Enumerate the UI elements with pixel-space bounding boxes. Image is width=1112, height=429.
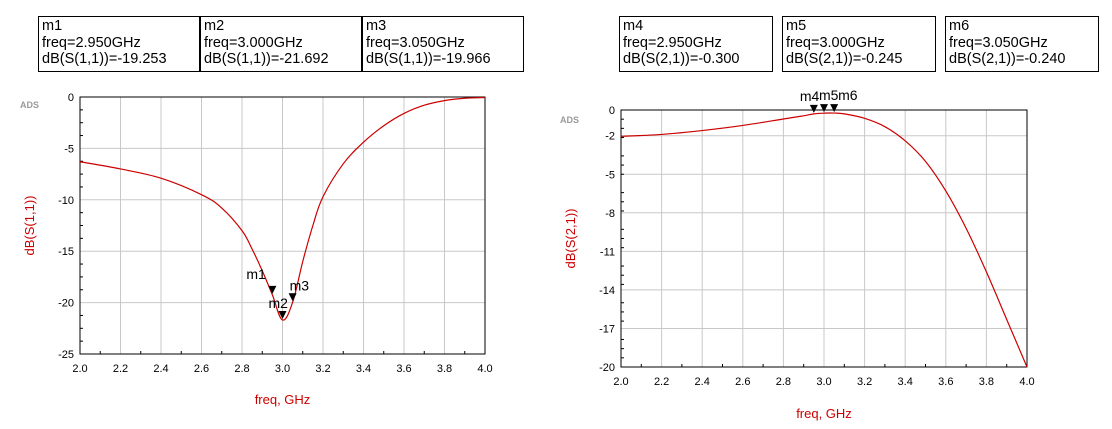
marker-name: m2 [204, 18, 225, 34]
marker-box-m6: m6 freq=3.050GHz dB(S(2,1))=-0.240 [945, 16, 1099, 72]
y-tick-label: -14 [599, 285, 615, 297]
y-tick-label: -17 [599, 323, 615, 335]
marker-value: dB(S(1,1))=-19.253 [42, 51, 167, 67]
marker-m2 [278, 310, 287, 319]
x-axis-label: freq, GHz [255, 392, 311, 407]
marker-label: m4 [800, 88, 820, 104]
marker-m6 [830, 104, 839, 113]
x-tick-label: 2.6 [735, 376, 750, 388]
marker-box-m3: m3 freq=3.050GHz dB(S(1,1))=-19.966 [362, 16, 524, 72]
y-tick-label: -5 [64, 143, 74, 155]
chart-1: 2.0 2.2 2.4 2.6 2.8 3.0 3.2 3.4 3.6 3.8 4.0 0 -5 -10 -… [20, 92, 493, 407]
marker-box-m2: m2 freq=3.000GHz dB(S(1,1))=-21.692 [200, 16, 362, 72]
x-tick-label: 3.0 [275, 363, 290, 375]
data-line [620, 112, 1028, 368]
x-tick-label: 3.8 [979, 376, 994, 388]
marker-value: dB(S(1,1))=-21.692 [204, 51, 329, 67]
ads-watermark: ADS [20, 100, 39, 110]
marker-freq: freq=3.000GHz [786, 34, 885, 51]
x-tick-label: 2.4 [153, 363, 168, 375]
y-tick-label: -10 [58, 195, 74, 207]
x-tick-label: 3.0 [816, 376, 831, 388]
marker-freq: freq=2.950GHz [623, 34, 722, 51]
x-tick-label: 3.4 [898, 376, 913, 388]
x-tick-label: 4.0 [477, 363, 492, 375]
y-tick-label: -15 [58, 246, 74, 258]
marker-label: m5 [819, 87, 839, 103]
marker-box-m5: m5 freq=3.000GHz dB(S(2,1))=-0.245 [782, 16, 936, 72]
y-tick-label: -8 [605, 208, 615, 220]
x-tick-label: 3.4 [356, 363, 371, 375]
y-axis-label: dB(S(1,1)) [22, 196, 37, 256]
x-tick-label: 2.8 [234, 363, 249, 375]
y-axis-label: dB(S(2,1)) [563, 209, 578, 269]
x-tick-label: 3.6 [938, 376, 953, 388]
x-tick-label: 2.8 [776, 376, 791, 388]
marker-name: m3 [366, 18, 387, 34]
marker-label: m2 [269, 295, 289, 311]
marker-freq: freq=2.950GHz [42, 34, 141, 51]
x-tick-label: 3.2 [315, 363, 330, 375]
marker-m4 [809, 104, 818, 113]
x-tick-label: 3.2 [857, 376, 872, 388]
marker-m3 [288, 293, 297, 302]
marker-name: m6 [949, 18, 970, 34]
chart-2: 2.0 2.2 2.4 2.6 2.8 3.0 3.2 3.4 3.6 3.8 4.0 0 -2 -5 -8… [560, 87, 1035, 421]
marker-value: dB(S(2,1))=-0.245 [786, 51, 903, 67]
x-tick-label: 2.0 [613, 376, 628, 388]
y-tick-label: -25 [58, 349, 74, 361]
x-tick-label: 4.0 [1019, 376, 1034, 388]
marker-box-m4: m4 freq=2.950GHz dB(S(2,1))=-0.300 [619, 16, 773, 72]
marker-value: dB(S(2,1))=-0.300 [623, 51, 740, 67]
x-axis-label: freq, GHz [796, 406, 852, 421]
x-tick-label: 2.2 [113, 363, 128, 375]
y-tick-label: -20 [58, 298, 74, 310]
y-tick-label: -5 [605, 169, 615, 181]
x-tick-label: 2.6 [194, 363, 209, 375]
marker-name: m1 [42, 18, 63, 34]
marker-freq: freq=3.050GHz [366, 34, 465, 51]
marker-value: dB(S(2,1))=-0.240 [949, 51, 1066, 67]
x-tick-label: 2.2 [654, 376, 669, 388]
marker-name: m4 [623, 18, 644, 34]
marker-m5 [820, 104, 828, 113]
marker-freq: freq=3.000GHz [204, 34, 303, 51]
marker-freq: freq=3.050GHz [949, 34, 1048, 51]
marker-box-m1: m1 freq=2.950GHz dB(S(1,1))=-19.253 [38, 16, 200, 72]
marker-m1 [268, 285, 277, 294]
x-tick-label: 2.4 [695, 376, 710, 388]
y-tick-label: -2 [605, 131, 615, 143]
y-tick-label: 0 [68, 92, 74, 104]
marker-name: m5 [786, 18, 807, 34]
data-line [79, 96, 486, 321]
x-tick-label: 3.6 [396, 363, 411, 375]
x-tick-label: 3.8 [437, 363, 452, 375]
marker-label: m3 [290, 277, 310, 293]
marker-label: m6 [838, 87, 858, 103]
ads-watermark: ADS [560, 115, 579, 125]
marker-label: m1 [246, 266, 266, 282]
y-tick-label: -20 [599, 362, 615, 374]
y-tick-label: -11 [600, 246, 615, 258]
marker-value: dB(S(1,1))=-19.966 [366, 51, 491, 67]
x-tick-label: 2.0 [72, 363, 87, 375]
y-tick-label: 0 [609, 105, 615, 117]
